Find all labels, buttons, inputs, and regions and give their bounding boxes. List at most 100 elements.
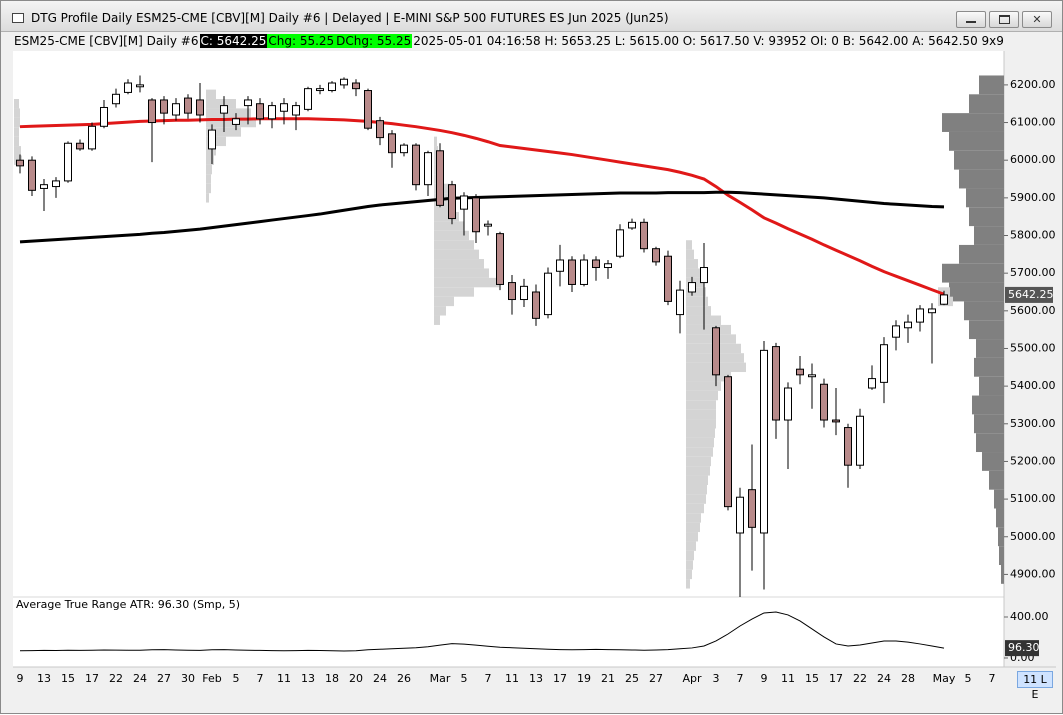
y-tick-label: 5800.00 (1010, 229, 1056, 242)
candle-body (196, 99, 204, 116)
candle-body (688, 282, 696, 293)
volume-profile-bar (686, 522, 700, 533)
candle-body (136, 84, 144, 88)
minimize-button[interactable] (956, 11, 986, 28)
last-price-label: 5642.25 (1008, 288, 1054, 301)
candle-body (436, 150, 444, 206)
x-tick-label: 17 (85, 672, 99, 685)
y-tick-label: 5200.00 (1010, 454, 1056, 467)
x-tick-label: 19 (577, 672, 591, 685)
close-button[interactable]: ✕ (1022, 11, 1052, 28)
y-tick-label: 6100.00 (1010, 116, 1056, 129)
side-profile-bar (994, 489, 1004, 509)
candle-body (352, 82, 360, 90)
candle-body (220, 105, 228, 114)
side-profile-bar (974, 226, 1004, 245)
volume-profile-bar (434, 268, 489, 278)
candle-body (868, 378, 876, 389)
x-tick-label: 9 (761, 672, 768, 685)
candle-body (448, 184, 456, 220)
candle-body (736, 496, 744, 534)
volume-profile-bar (686, 456, 711, 467)
volume-profile-bar (686, 513, 701, 523)
volume-profile-bar (686, 259, 698, 269)
candle-body (532, 291, 540, 319)
side-profile-bar (976, 433, 1004, 453)
volume-profile-bar (206, 108, 251, 118)
title-bar: DTG Profile Daily ESM25-CME [CBV][M] Dai… (1, 1, 1062, 32)
x-tick-label: 13 (37, 672, 51, 685)
candle-body (940, 294, 948, 305)
volume-profile-bar (206, 155, 214, 165)
x-tick-label: 22 (853, 672, 867, 685)
candle-body (16, 159, 24, 167)
corner-label[interactable]: 11 L E (1017, 671, 1053, 701)
x-tick-label: 22 (109, 672, 123, 685)
side-profile-bar (954, 150, 1004, 170)
side-profile-bar (989, 470, 1004, 490)
atr-value-box (1005, 640, 1039, 657)
x-tick-label: 17 (829, 672, 843, 685)
candle-body (892, 325, 900, 338)
side-profile-bar (969, 207, 1004, 227)
candle-body (304, 88, 312, 110)
atr-label: Average True Range ATR: 96.30 (Smp, 5) (16, 598, 240, 611)
maximize-button[interactable] (989, 11, 1019, 28)
volume-profile-bar (434, 315, 440, 325)
volume-profile-bar (206, 164, 212, 175)
side-profile-bar (964, 301, 1004, 321)
volume-profile-bar (14, 146, 21, 156)
volume-profile-bar (434, 249, 479, 260)
candle-body (604, 263, 612, 269)
candle-body (544, 272, 552, 316)
candle-body (292, 105, 300, 116)
candle-body (328, 82, 336, 92)
side-profile-bar (979, 75, 1004, 95)
volume-profile-bar (206, 174, 211, 184)
candle-body (256, 103, 264, 120)
volume-profile-bar (434, 287, 474, 297)
candle-body (916, 308, 924, 323)
x-tick-label: 5 (233, 672, 240, 685)
volume-profile-bar (434, 306, 446, 316)
volume-profile-bar (686, 372, 731, 382)
atr-value-label: 96.30 (1008, 641, 1040, 654)
y-tick-label: 4900.00 (1010, 567, 1056, 580)
y-tick-label: 5500.00 (1010, 341, 1056, 354)
candle-body (616, 229, 624, 257)
x-tick-label: Feb (202, 672, 221, 685)
side-profile-bar (999, 546, 1004, 565)
volume-profile-bar (686, 306, 711, 316)
side-profile-bar (996, 508, 1004, 528)
x-tick-label: May (933, 672, 956, 685)
candle-body (364, 90, 372, 129)
x-tick-label: 3 (713, 672, 720, 685)
x-tick-label: 15 (805, 672, 819, 685)
volume-profile-bar (686, 419, 716, 429)
candle-body (676, 289, 684, 316)
volume-profile-bar (686, 579, 690, 589)
volume-profile-bar (206, 193, 209, 203)
candle-body (664, 255, 672, 302)
y-tick-label: 5400.00 (1010, 379, 1056, 392)
volume-profile-bar (686, 428, 715, 438)
y-tick-label: 5300.00 (1010, 417, 1056, 430)
volume-profile-bar (686, 249, 694, 260)
symbol: ESM25-CME [CBV][M] Daily #6 (14, 34, 199, 48)
change-label: Chg: 55.25 (267, 34, 336, 48)
candle-body (928, 308, 936, 314)
volume-profile-bar (434, 211, 459, 222)
volume-profile-bar (686, 390, 718, 401)
candle-body (112, 93, 120, 105)
volume-profile-bar (686, 447, 713, 457)
side-profile-bar (972, 395, 1004, 415)
volume-profile-bar (686, 296, 708, 307)
volume-profile-bar (686, 475, 708, 485)
y-tick-label: 400.00 (1010, 610, 1049, 623)
volume-profile-bar (686, 268, 701, 278)
candle-body (760, 349, 768, 534)
x-tick-label: 13 (529, 672, 543, 685)
y-tick-label: 5000.00 (1010, 530, 1056, 543)
candle-body (412, 144, 420, 186)
